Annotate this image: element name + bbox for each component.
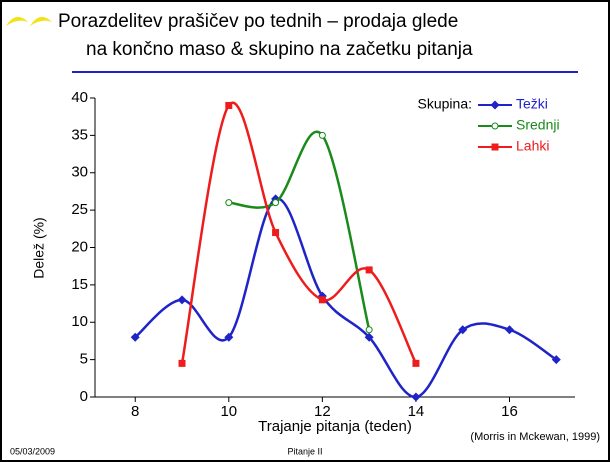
y-tick-label: 25 [71,201,88,218]
legend-label: Srednji [516,117,560,133]
marker [225,101,233,109]
y-tick-label: 5 [80,351,88,368]
y-tick-label: 0 [80,388,88,405]
x-tick-label: 12 [314,403,331,420]
x-tick-label: 8 [131,403,139,420]
marker [318,131,326,139]
title-icon [6,16,52,26]
marker [411,392,421,402]
marker [505,325,515,335]
marker [177,295,187,305]
legend-marker [491,143,499,151]
marker [551,355,561,365]
legend-label: Težki [516,96,548,112]
x-tick-label: 10 [220,403,237,420]
y-tick-label: 30 [71,164,88,181]
marker [364,332,374,342]
marker [225,199,233,207]
marker [365,266,373,274]
legend-marker [491,122,499,130]
y-tick-label: 20 [71,238,88,255]
x-tick-label: 16 [501,403,518,420]
y-tick-label: 35 [71,126,88,143]
y-tick-label: 15 [71,276,88,293]
x-tick-label: 14 [408,403,425,420]
marker [272,199,280,207]
x-axis-label: Trajanje pitanja (teden) [258,418,412,435]
marker [130,332,140,342]
y-axis-label: Delež (%) [31,217,47,278]
title-line: Porazdelitev prašičev po tednih – prodaj… [58,11,458,32]
marker [412,359,420,367]
y-tick-label: 40 [71,89,88,106]
footer-center: Pitanje II [287,446,322,456]
legend-label: Lahki [516,138,549,154]
marker [224,332,234,342]
legend-title: Skupina: [418,96,472,112]
marker [318,296,326,304]
source: (Morris in Mckewan, 1999) [470,431,600,443]
marker [178,359,186,367]
title-line: na končno maso & skupino na začetku pita… [86,39,473,60]
marker [272,229,280,237]
y-tick-label: 10 [71,313,88,330]
marker [365,326,373,334]
legend-marker [490,100,500,110]
series-line [228,130,371,331]
marker [458,325,468,335]
footer-date: 05/03/2009 [10,446,55,456]
